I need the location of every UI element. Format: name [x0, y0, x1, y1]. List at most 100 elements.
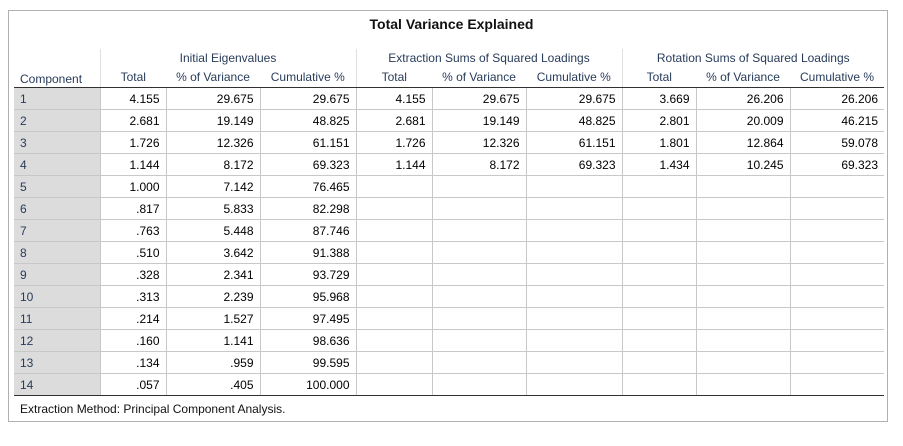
col-header-total: Total — [621, 67, 696, 88]
table-cell: 48.825 — [259, 109, 356, 132]
table-cell: 82.298 — [259, 197, 356, 220]
table-cell — [789, 285, 885, 308]
table-cell — [525, 263, 622, 286]
table-cell: .817 — [99, 197, 166, 220]
table-cell — [431, 197, 526, 220]
table-cell: 20.009 — [695, 109, 790, 132]
table-cell: .214 — [99, 307, 166, 330]
table-cell: 19.149 — [431, 109, 526, 132]
table-cell — [355, 241, 432, 264]
table-cell — [695, 241, 790, 264]
table-cell — [355, 197, 432, 220]
table-row: 14.057.405 100.000 — [14, 373, 885, 396]
row-label: 7 — [14, 219, 100, 242]
table-cell: 29.675 — [259, 87, 356, 110]
table-cell: 1.801 — [621, 131, 696, 154]
row-label: 14 — [14, 373, 100, 396]
table-cell: 61.151 — [259, 131, 356, 154]
col-header-pct-variance: % of Variance — [696, 67, 790, 88]
row-label: 11 — [14, 307, 100, 330]
component-header: Component — [14, 49, 100, 88]
table-cell — [525, 197, 622, 220]
table-cell — [621, 175, 696, 198]
table-cell: 93.729 — [259, 263, 356, 286]
table-cell: 8.172 — [165, 153, 260, 176]
table-row: 11.214 1.527 97.495 — [14, 307, 885, 330]
table-cell: 100.000 — [259, 373, 356, 396]
col-header-cumulative: Cumulative % — [790, 67, 885, 88]
table-cell: .763 — [99, 219, 166, 242]
group-header-rotation: Rotation Sums of Squared Loadings — [621, 49, 885, 67]
table-cell: .959 — [165, 351, 260, 374]
table-cell — [695, 373, 790, 396]
table-cell: 10.245 — [695, 153, 790, 176]
table-cell — [431, 241, 526, 264]
table-cell — [525, 285, 622, 308]
table-cell: 2.239 — [165, 285, 260, 308]
table-cell — [789, 241, 885, 264]
table-cell: .510 — [99, 241, 166, 264]
table-cell — [621, 373, 696, 396]
row-label: 4 — [14, 153, 100, 176]
table-cell: 2.341 — [165, 263, 260, 286]
table-cell — [431, 285, 526, 308]
table-cell: 26.206 — [695, 87, 790, 110]
table-row: 6.817 5.833 82.298 — [14, 197, 885, 220]
table-cell: 4.155 — [99, 87, 166, 110]
table-cell: 98.636 — [259, 329, 356, 352]
table-cell — [355, 329, 432, 352]
table-cell — [431, 307, 526, 330]
footnote: Extraction Method: Principal Component A… — [20, 402, 286, 416]
row-label: 6 — [14, 197, 100, 220]
table-cell: 2.681 — [355, 109, 432, 132]
table-cell — [789, 175, 885, 198]
table-cell — [525, 307, 622, 330]
table-cell: 7.142 — [165, 175, 260, 198]
col-header-total: Total — [355, 67, 432, 88]
row-label: 5 — [14, 175, 100, 198]
table-cell — [789, 351, 885, 374]
table-cell: 5.448 — [165, 219, 260, 242]
table-cell — [525, 219, 622, 242]
table-cell: 29.675 — [165, 87, 260, 110]
table-row: 12.160 1.141 98.636 — [14, 329, 885, 352]
table-cell — [789, 373, 885, 396]
table-row: 7.763 5.448 87.746 — [14, 219, 885, 242]
table-cell: 48.825 — [525, 109, 622, 132]
table-row: 2 2.681 19.149 48.825 2.681 19.149 48.825 2.801… — [14, 109, 885, 132]
table-row: 5 1.000 7.142 76.465 — [14, 175, 885, 198]
table-cell: 5.833 — [165, 197, 260, 220]
col-header-cumulative: Cumulative % — [526, 67, 622, 88]
table-cell: 91.388 — [259, 241, 356, 264]
table-cell: 59.078 — [789, 131, 885, 154]
table-cell — [621, 307, 696, 330]
row-label: 3 — [14, 131, 100, 154]
table-cell — [621, 241, 696, 264]
table-row: 3 1.726 12.326 61.151 1.726 12.326 61.151 1.801… — [14, 131, 885, 154]
table-cell — [525, 329, 622, 352]
table-cell: 46.215 — [789, 109, 885, 132]
table-cell — [695, 175, 790, 198]
table-cell — [355, 307, 432, 330]
output-frame — [8, 10, 888, 422]
table-cell — [621, 285, 696, 308]
table-cell — [695, 197, 790, 220]
table-cell — [525, 373, 622, 396]
table-cell: .134 — [99, 351, 166, 374]
table-cell: 69.323 — [789, 153, 885, 176]
table-cell: 99.595 — [259, 351, 356, 374]
table-cell: .160 — [99, 329, 166, 352]
table-cell: 97.495 — [259, 307, 356, 330]
table-cell — [355, 175, 432, 198]
table-cell — [431, 329, 526, 352]
table-cell: 76.465 — [259, 175, 356, 198]
table-cell: 1.141 — [165, 329, 260, 352]
table-cell: 1.527 — [165, 307, 260, 330]
table-cell — [621, 197, 696, 220]
table-row: 8.510 3.642 91.388 — [14, 241, 885, 264]
table-cell — [355, 373, 432, 396]
table-cell — [431, 175, 526, 198]
table-cell — [695, 307, 790, 330]
table-cell: 61.151 — [525, 131, 622, 154]
table-cell — [431, 263, 526, 286]
